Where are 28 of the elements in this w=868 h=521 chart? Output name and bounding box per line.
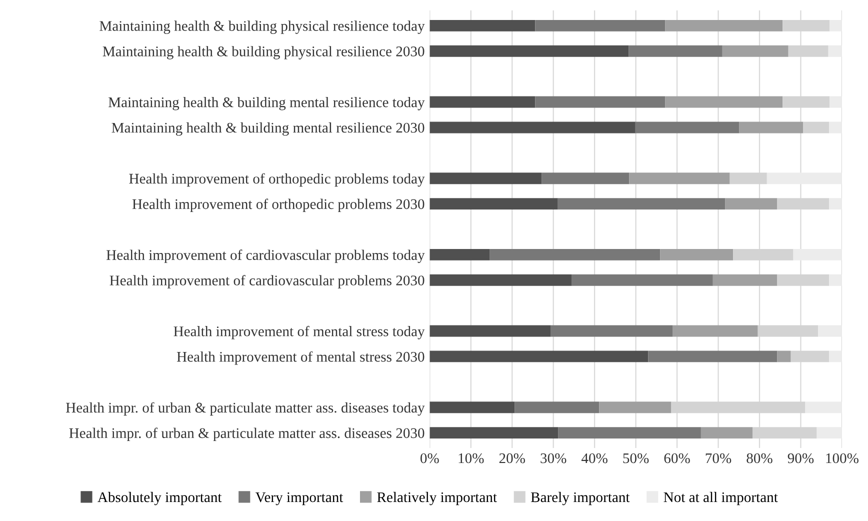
y-tick-label: Maintaining health & building physical resilience 2030 <box>102 46 424 60</box>
x-tick-label: 0% <box>420 453 439 464</box>
x-tick-label: 100% <box>826 453 858 464</box>
x-tick-label: 30% <box>540 453 566 464</box>
y-tick-label: Maintaining health & building mental resilience 2030 <box>112 122 424 136</box>
x-tick-label: 70% <box>706 453 732 464</box>
y-tick-label: Health improvement of orthopedic problems today <box>129 173 425 187</box>
y-tick-label: Maintaining health & building mental resilience today <box>108 96 425 110</box>
x-tick-label: 10% <box>458 453 484 464</box>
y-tick-label: Health impr. of urban & particulate matter ass. diseases today <box>66 402 425 416</box>
y-tick-label: Health improvement of orthopedic problems 2030 <box>132 198 424 212</box>
y-tick-label: Health impr. of urban & particulate matter ass. diseases 2030 <box>69 428 424 442</box>
y-tick-label: Health improvement of cardiovascular problems today <box>106 250 425 263</box>
x-tick-label: 40% <box>582 453 608 464</box>
y-tick-label: Health improvement of mental stress 2030 <box>176 351 424 365</box>
legend-label: Very important <box>255 492 344 506</box>
legend-label: Not at all important <box>664 492 778 506</box>
x-tick-label: 20% <box>499 453 525 464</box>
legend-label: Absolutely important <box>98 492 222 506</box>
legend-label: Relatively important <box>377 492 497 506</box>
x-tick-label: 90% <box>788 453 814 464</box>
x-tick-label: 60% <box>664 453 690 464</box>
y-tick-label: Health improvement of mental stress today <box>174 326 425 340</box>
y-tick-label: Maintaining health & building physical resilience today <box>100 20 425 34</box>
x-tick-label: 80% <box>746 453 772 464</box>
y-tick-label: Health improvement of cardiovascular problems 2030 <box>110 274 424 288</box>
x-tick-label: 50% <box>623 453 649 464</box>
legend-label: Barely important <box>530 492 630 506</box>
